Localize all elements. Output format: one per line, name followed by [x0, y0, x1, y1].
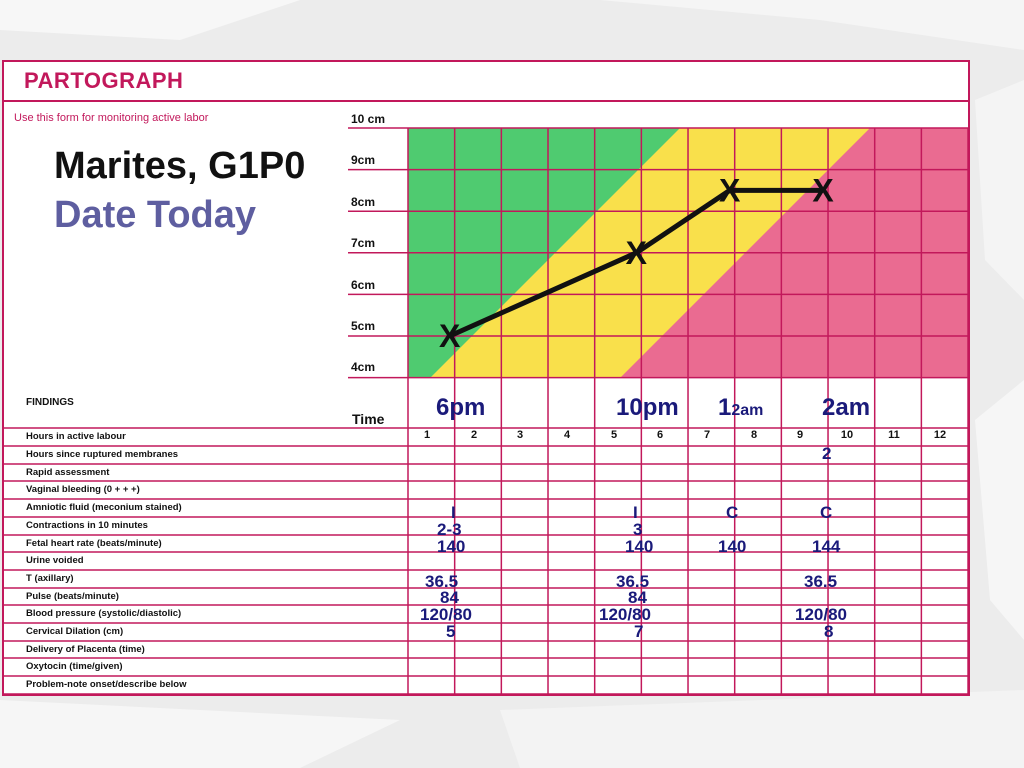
amniotic-hour6: I	[633, 503, 638, 522]
bp-hour2: 120/80	[420, 605, 472, 624]
dilation-marker-x: X	[626, 235, 648, 271]
hour-number: 4	[563, 429, 571, 441]
hour-number: 8	[750, 429, 758, 441]
row-label-problem-note: Problem-note onset/describe below	[26, 679, 187, 690]
record-date: Date Today	[54, 194, 257, 236]
hour-number: 2	[470, 429, 478, 441]
row-label-placenta-delivery: Delivery of Placenta (time)	[26, 644, 145, 655]
axis-label-5cm: 5cm	[351, 319, 376, 333]
row-label-amniotic-fluid: Amniotic fluid (meconium stained)	[26, 502, 182, 513]
membranes-hour10: 2	[822, 444, 832, 463]
amniotic-hour10: C	[820, 503, 833, 522]
axis-label-7cm: 7cm	[351, 236, 376, 250]
temp-hour2: 36.5	[425, 572, 459, 591]
form-subtitle: Use this form for monitoring active labo…	[14, 112, 209, 124]
dilation-marker-x: X	[812, 172, 834, 208]
row-label-fetal-heart-rate: Fetal heart rate (beats/minute)	[26, 538, 162, 549]
dilation-marker-x: X	[439, 318, 461, 354]
time-mark-10pm: 10pm	[616, 394, 679, 421]
dilation-hour2: 5	[446, 622, 456, 641]
axis-label-9cm: 9cm	[351, 153, 376, 167]
pulse-hour6: 84	[628, 588, 647, 607]
pulse-hour2: 84	[440, 588, 459, 607]
hour-number: 11	[888, 429, 900, 441]
fhr-hour10: 144	[812, 537, 841, 556]
patient-name: Marites, G1P0	[54, 145, 306, 187]
row-label-cervical-dilation: Cervical Dilation (cm)	[26, 626, 124, 637]
contractions-hour2: 2-3	[437, 520, 462, 539]
hour-number: 9	[796, 429, 804, 441]
time-mark-2am: 2am	[822, 394, 871, 421]
bp-hour6: 120/80	[599, 605, 651, 624]
time-mark-6pm: 6pm	[436, 394, 486, 421]
row-label-blood-pressure: Blood pressure (systolic/diastolic)	[26, 608, 182, 619]
axis-label-6cm: 6cm	[351, 278, 376, 292]
row-label-hours-ruptured-membranes: Hours since ruptured membranes	[26, 449, 179, 460]
time-mark-12am-small: 2am	[731, 402, 764, 419]
dilation-marker-x: X	[719, 172, 741, 208]
axis-label-4cm: 4cm	[351, 360, 376, 374]
axis-label-8cm: 8cm	[351, 195, 376, 209]
amniotic-hour8: C	[726, 503, 739, 522]
row-label-hours-active-labour: Hours in active labour	[26, 431, 126, 442]
dilation-hour10: 8	[824, 622, 834, 641]
contractions-hour6: 3	[633, 520, 643, 539]
hour-number: 10	[840, 429, 854, 441]
time-mark-12am-main: 1	[718, 394, 732, 421]
time-label: Time	[352, 411, 385, 427]
row-label-contractions: Contractions in 10 minutes	[26, 520, 148, 531]
temp-hour10: 36.5	[804, 572, 838, 591]
row-label-pulse: Pulse (beats/minute)	[26, 591, 119, 602]
hour-number: 3	[516, 429, 524, 441]
hour-number: 12	[933, 429, 947, 441]
axis-label-10cm: 10 cm	[351, 112, 386, 126]
bp-hour10: 120/80	[795, 605, 847, 624]
row-label-oxytocin: Oxytocin (time/given)	[26, 661, 123, 672]
row-label-temperature: T (axillary)	[26, 573, 74, 584]
form-title: PARTOGRAPH	[24, 68, 184, 93]
row-label-rapid-assessment: Rapid assessment	[26, 467, 110, 478]
dilation-progress-line	[448, 187, 824, 339]
hour-number: 7	[703, 429, 711, 441]
row-label-urine-voided: Urine voided	[26, 555, 84, 566]
hour-number: 6	[656, 429, 664, 441]
findings-label: FINDINGS	[26, 397, 74, 408]
hour-number: 5	[610, 429, 618, 441]
title-divider	[4, 100, 968, 102]
time-mark-12am: 12am	[718, 394, 763, 422]
hour-number: 1	[423, 429, 431, 441]
row-label-vaginal-bleeding: Vaginal bleeding (0 + + +)	[26, 484, 140, 495]
fhr-hour8: 140	[718, 537, 747, 556]
fhr-hour6: 140	[625, 537, 654, 556]
dilation-hour6: 7	[634, 622, 644, 641]
amniotic-hour2: I	[451, 503, 456, 522]
temp-hour6: 36.5	[616, 572, 650, 591]
fhr-hour2: 140	[437, 537, 466, 556]
